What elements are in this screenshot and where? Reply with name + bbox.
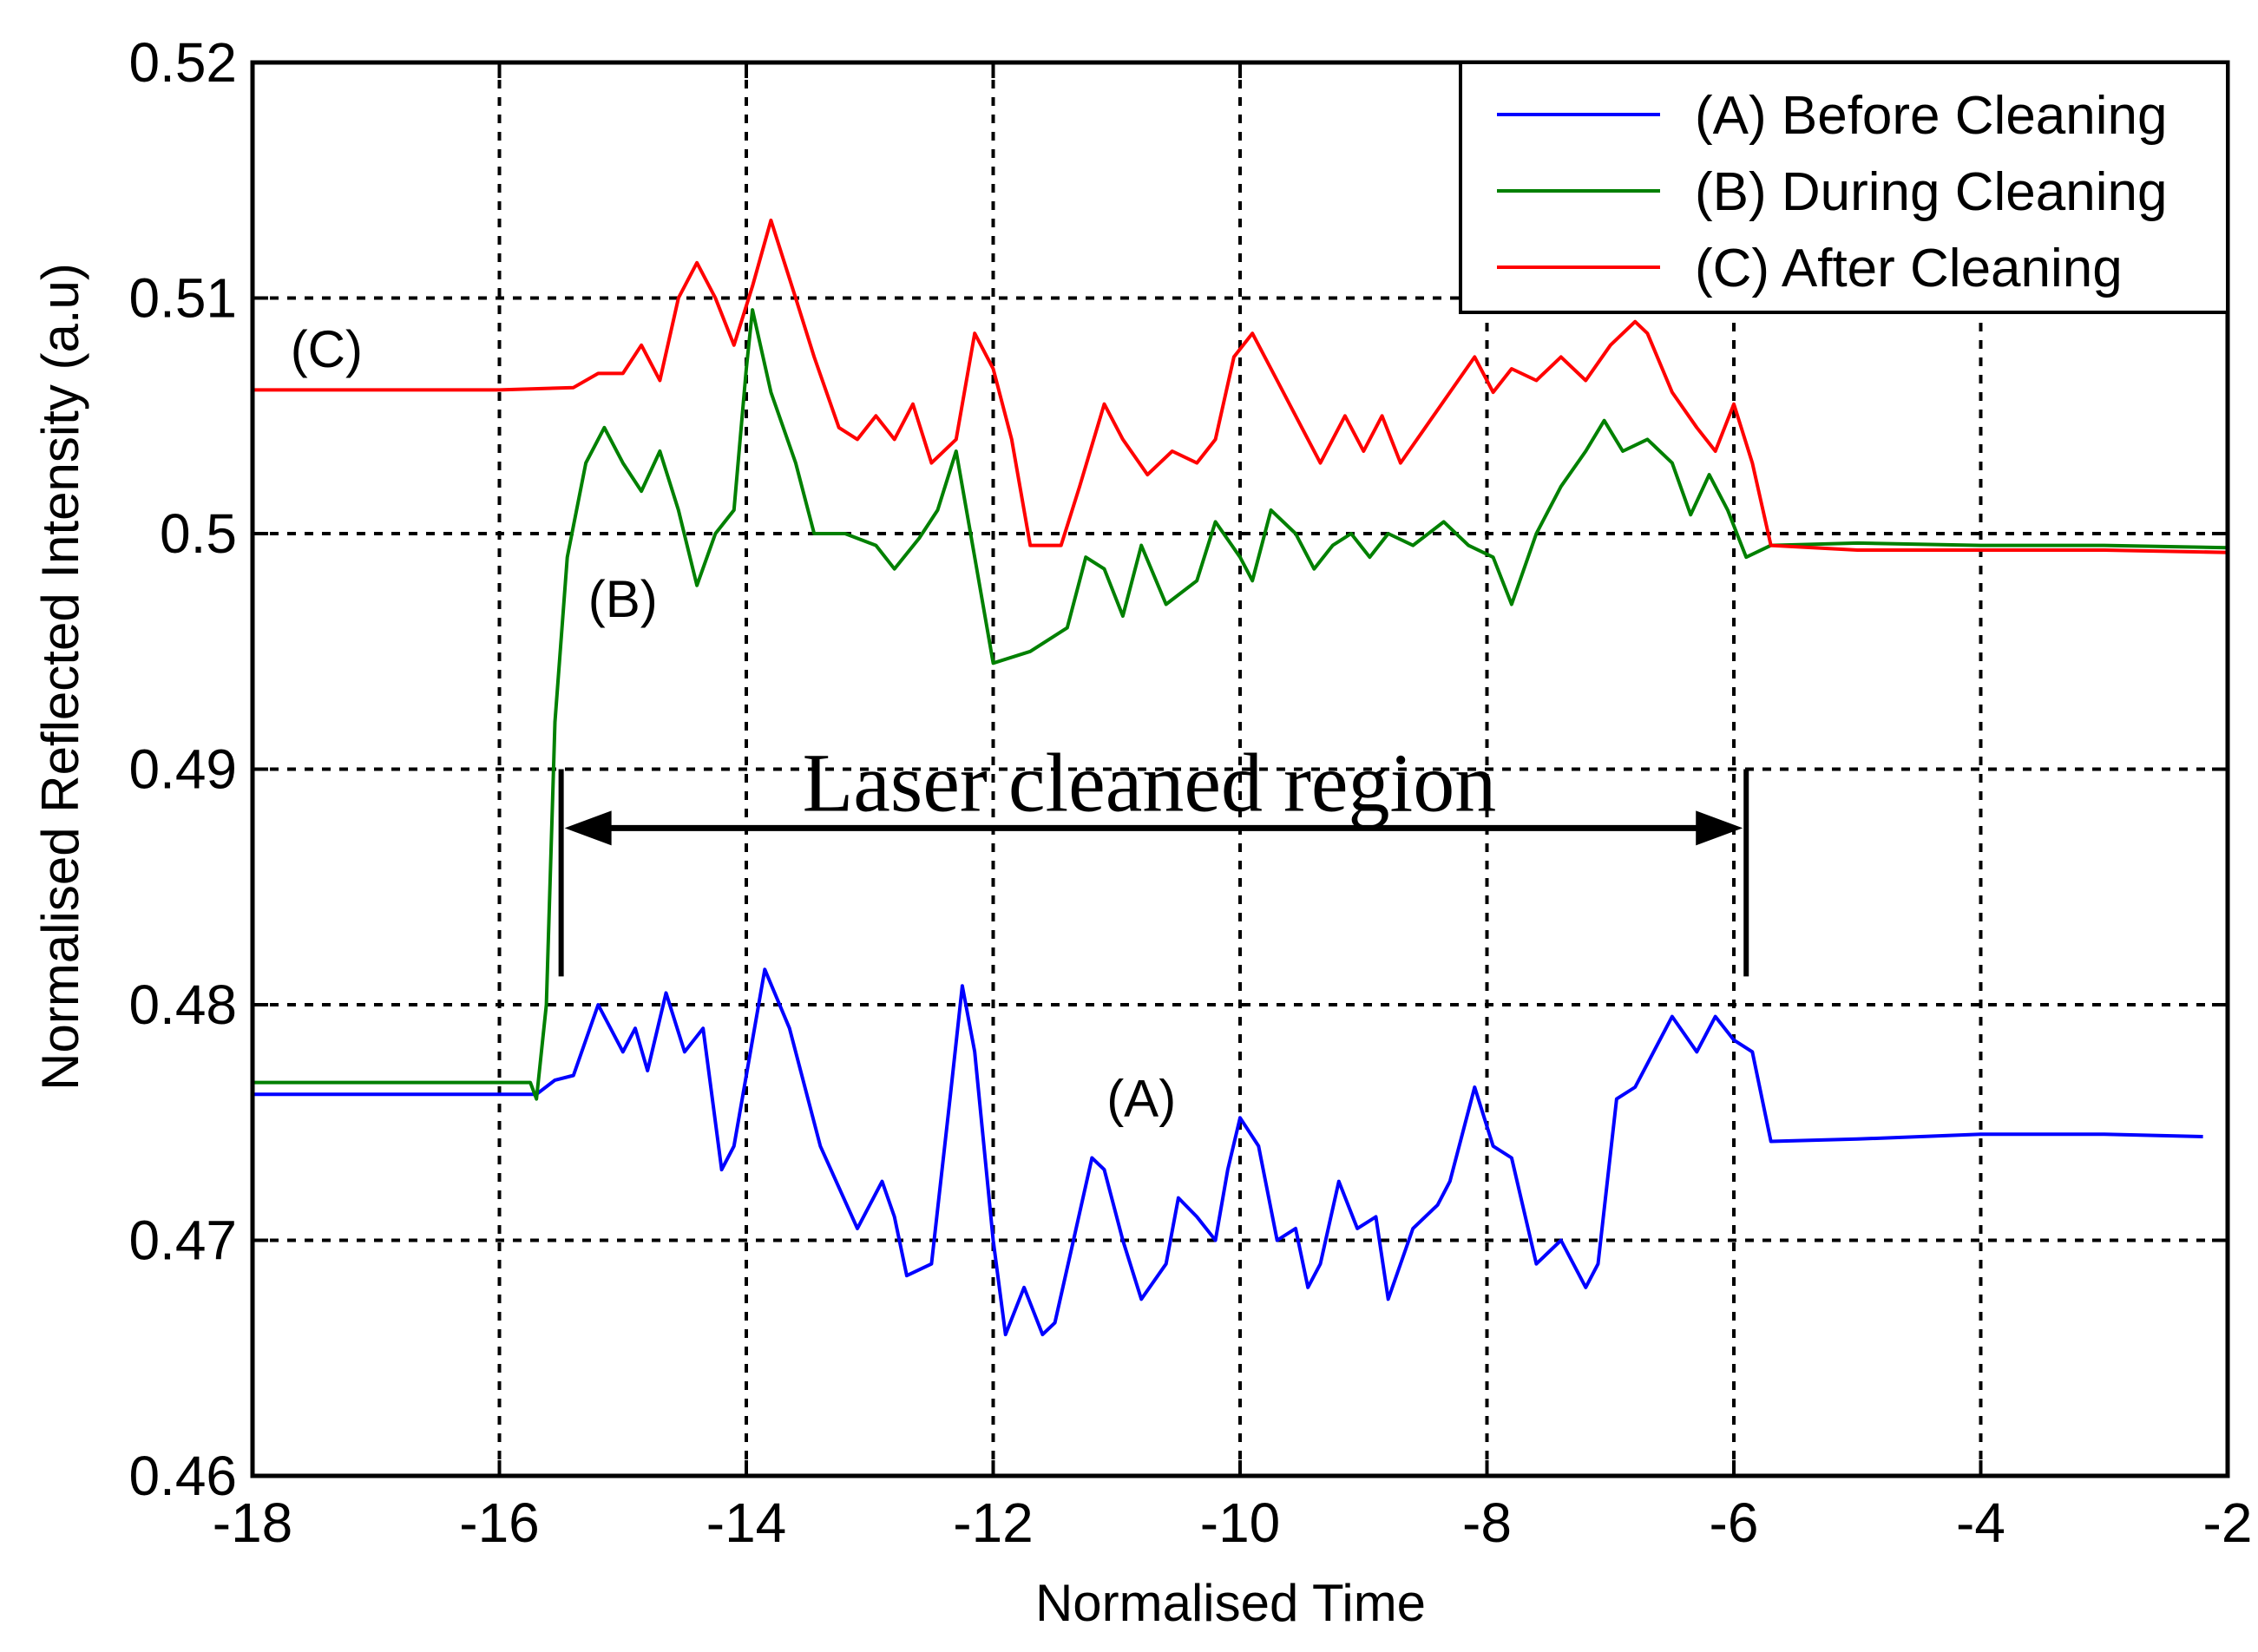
x-tick-label: -2 [2203,1491,2253,1554]
y-tick-label: 0.52 [128,31,237,94]
series-tag: (B) [588,570,658,628]
y-tick-label: 0.51 [128,267,237,330]
annotations: Laser cleaned region (C) (B) (A) [291,320,1749,1128]
x-tick-label: -14 [706,1491,787,1554]
legend-box [1459,61,2229,314]
region-label: Laser cleaned region [803,736,1497,829]
x-tick-label: -4 [1956,1491,2005,1554]
y-tick-label: 0.5 [160,502,237,565]
legend-label: (A) Before Cleaning [1695,86,2168,146]
series-tag: (C) [291,320,363,378]
x-tick-label: -16 [459,1491,540,1554]
y-axis-title: Normalised Reflected Intensity (a.u) [31,263,89,1091]
series-line-c [253,218,2228,554]
legend-label: (B) During Cleaning [1695,162,2167,222]
axis-ticks: -18 -16 -14 -12 -10 -8 -6 -4 -2 0.46 0.47 0.48 0.49 0… [128,31,2252,1554]
series-layer [253,218,2228,1337]
y-tick-label: 0.49 [128,738,237,801]
series-line-a [253,967,2203,1337]
series-tag: (A) [1106,1070,1176,1128]
region-arrow-head-left [564,810,612,846]
x-tick-label: -8 [1462,1491,1512,1554]
y-tick-label: 0.48 [128,974,237,1036]
legend-label: (C) After Cleaning [1695,239,2123,298]
series-line-b [253,308,2228,1101]
x-tick-label: -6 [1710,1491,1759,1554]
y-tick-label: 0.47 [128,1210,237,1272]
legend: (A) Before Cleaning (B) During Cleaning (C… [1459,61,2229,314]
x-axis-title: Normalised Time [1035,1574,1426,1632]
region-arrow-head-right [1696,810,1743,846]
x-tick-label: -10 [1200,1491,1281,1554]
y-tick-label: 0.46 [128,1445,237,1507]
x-tick-label: -12 [953,1491,1034,1554]
x-tick-label: -18 [213,1491,293,1554]
